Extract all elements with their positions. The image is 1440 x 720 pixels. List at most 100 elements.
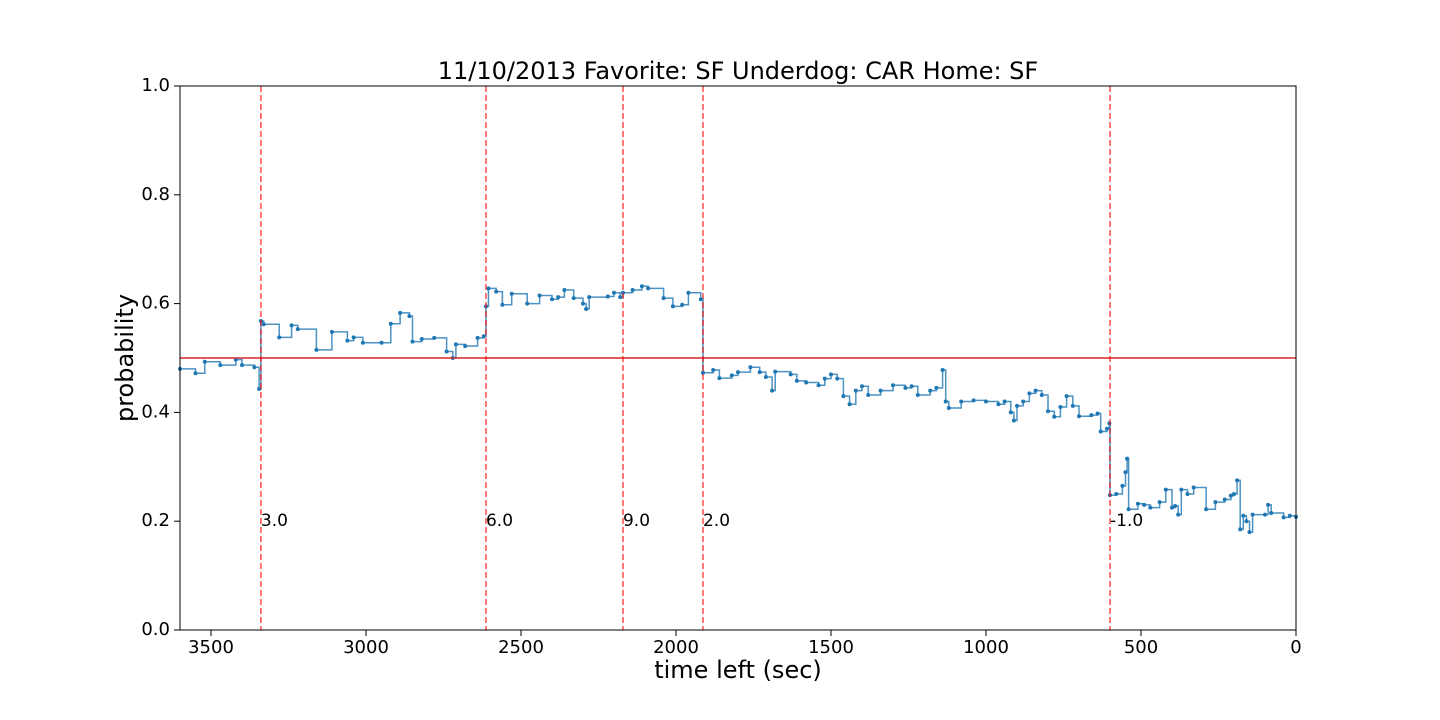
y-axis-label: probability [111, 294, 139, 422]
step-segment [1066, 395, 1074, 406]
data-point [903, 385, 908, 390]
event-label: 6.0 [486, 511, 513, 531]
data-point [345, 338, 350, 343]
data-point [984, 399, 988, 404]
data-point [1250, 512, 1255, 517]
data-point [1173, 503, 1178, 508]
step-segment [502, 293, 513, 306]
data-point [1213, 500, 1218, 505]
data-point [1235, 478, 1240, 483]
data-point [218, 363, 223, 368]
data-point [1204, 507, 1209, 512]
step-segment [527, 295, 541, 305]
data-point [202, 359, 207, 364]
data-point [686, 290, 691, 295]
data-point [277, 335, 282, 340]
data-point [1095, 411, 1100, 416]
data-point [193, 371, 198, 376]
data-point [486, 286, 491, 291]
step-segment [180, 368, 197, 374]
data-point [550, 297, 554, 302]
data-point [419, 336, 424, 341]
data-point [1238, 527, 1243, 532]
data-point [1052, 414, 1057, 419]
data-point [500, 302, 505, 307]
data-point [1281, 515, 1286, 520]
step-segment [1072, 405, 1080, 417]
x-tick-label: 0 [1290, 637, 1301, 658]
step-segment [465, 337, 479, 347]
data-point [1039, 392, 1044, 397]
step-segment [1116, 485, 1124, 495]
data-point [240, 363, 244, 368]
data-point [835, 376, 840, 381]
step-segment [316, 331, 333, 351]
step-segment [1193, 486, 1207, 510]
data-point [494, 289, 499, 294]
data-point [757, 370, 762, 375]
step-segment [663, 297, 674, 307]
step-segment [1206, 502, 1217, 510]
data-point [1263, 512, 1267, 517]
step-segment [1159, 489, 1167, 503]
step-segment [790, 373, 798, 381]
data-point [1142, 502, 1147, 507]
data-point [1015, 403, 1019, 408]
data-point [959, 399, 964, 404]
step-segment [775, 370, 792, 375]
data-point [680, 302, 685, 307]
data-point [612, 290, 616, 295]
data-point [1064, 394, 1069, 399]
data-point [700, 370, 705, 375]
data-point [1191, 485, 1196, 490]
step-segment [263, 323, 280, 338]
data-point [729, 373, 734, 378]
step-segment [297, 328, 318, 350]
data-point [1058, 404, 1063, 409]
data-point [711, 367, 716, 372]
data-point [829, 372, 833, 377]
data-point [788, 372, 793, 377]
data-point [1089, 413, 1094, 418]
event-label: 9.0 [623, 511, 650, 531]
data-point [909, 384, 914, 389]
data-point [562, 288, 567, 292]
data-point [475, 335, 480, 340]
data-point [1002, 399, 1007, 404]
data-point [816, 383, 821, 388]
y-tick-label: 0.8 [141, 184, 170, 205]
data-point [329, 329, 334, 334]
event-label: 2.0 [703, 511, 730, 531]
data-point [971, 398, 976, 403]
data-point [1244, 519, 1249, 524]
data-point [630, 288, 635, 292]
data-point [1185, 492, 1190, 496]
x-tick-label: 2500 [498, 637, 544, 658]
data-point [481, 334, 486, 339]
data-point [314, 347, 319, 352]
step-segment [713, 369, 721, 379]
y-tick-label: 0.6 [141, 293, 170, 314]
x-tick-label: 500 [1124, 637, 1158, 658]
data-point [928, 388, 933, 393]
data-point [1008, 410, 1013, 415]
data-point [940, 367, 945, 372]
step-segment [195, 361, 206, 374]
data-point [1247, 530, 1252, 535]
x-axis-label: time left (sec) [654, 656, 822, 684]
data-point [432, 335, 437, 340]
step-segment [948, 401, 962, 409]
data-point [943, 399, 948, 404]
step-segment [911, 385, 919, 395]
event-label: -1.0 [1110, 511, 1143, 531]
step-segment [1041, 394, 1049, 412]
x-tick-label: 1000 [963, 637, 1009, 658]
data-point [646, 286, 651, 291]
data-point [453, 342, 458, 347]
data-point [841, 394, 846, 399]
data-point [804, 380, 809, 385]
data-point [1222, 497, 1227, 502]
data-point [1269, 511, 1274, 516]
step-segment [564, 289, 575, 299]
